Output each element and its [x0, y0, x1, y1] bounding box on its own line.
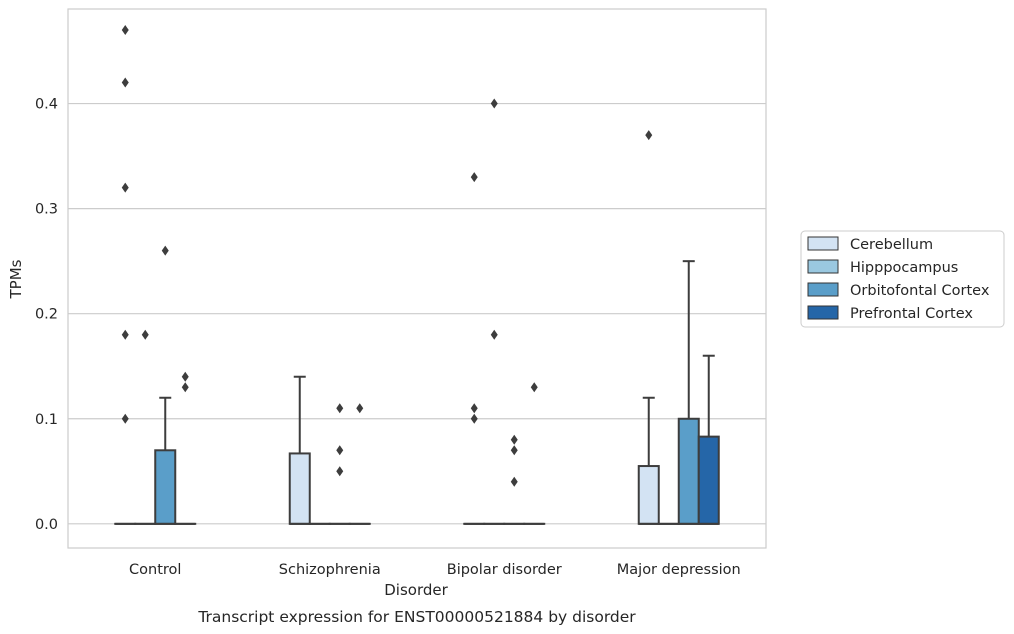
x-tick-label: Bipolar disorder: [447, 562, 562, 578]
outlier-point: [510, 476, 518, 487]
legend-label: Orbitofontal Cortex: [850, 283, 990, 299]
legend-label: Prefrontal Cortex: [850, 306, 973, 322]
box: [697, 435, 720, 525]
outlier-point: [490, 98, 498, 109]
y-tick-label: 0.3: [35, 202, 58, 218]
outlier-point: [161, 245, 169, 256]
box: [154, 449, 177, 525]
outlier-point: [510, 445, 518, 456]
outlier-point: [181, 382, 189, 393]
y-tick-label: 0.0: [35, 517, 58, 533]
x-tick-label: Control: [129, 562, 181, 578]
chart-caption: Transcript expression for ENST0000052188…: [197, 608, 636, 626]
legend-swatch: [807, 282, 839, 297]
legend-swatch: [807, 236, 839, 251]
outlier-point: [121, 77, 129, 88]
x-tick-labels: Control Schizophrenia Bipolar disorder Majo…: [129, 562, 741, 578]
outlier-point: [470, 413, 478, 424]
outlier-point: [121, 329, 129, 340]
x-axis-label: Disorder: [384, 581, 448, 599]
box: [288, 452, 311, 525]
outlier-point: [530, 382, 538, 393]
box: [677, 417, 700, 525]
legend-label: Hipppocampus: [850, 260, 958, 276]
boxes: [114, 260, 720, 525]
x-tick-label: Major depression: [617, 562, 741, 578]
outlier-point: [121, 25, 129, 36]
x-tick-label: Schizophrenia: [279, 562, 381, 578]
outlier-point: [645, 130, 653, 141]
y-tick-label: 0.4: [35, 97, 58, 113]
outlier-point: [336, 445, 344, 456]
y-axis-label: TPMs: [7, 259, 25, 299]
y-tick-label: 0.2: [35, 307, 58, 323]
y-tick-labels: 0.0 0.1 0.2 0.3 0.4: [35, 97, 58, 533]
outlier-point: [121, 413, 129, 424]
outlier-point: [336, 403, 344, 414]
outlier-point: [510, 434, 518, 445]
legend-swatch: [807, 305, 839, 320]
outlier-point: [470, 403, 478, 414]
legend-label: Cerebellum: [850, 237, 933, 253]
outlier-point: [141, 329, 149, 340]
legend-frame: [800, 230, 1005, 328]
outlier-point: [336, 466, 344, 477]
plot-area-frame: [67, 8, 767, 549]
outlier-point: [490, 329, 498, 340]
outlier-point: [356, 403, 364, 414]
legend-swatch: [807, 259, 839, 274]
outliers: [121, 25, 653, 487]
box: [637, 465, 660, 525]
outlier-point: [181, 371, 189, 382]
legend: Cerebellum Hipppocampus Orbitofontal Corte…: [800, 230, 1005, 328]
y-tick-label: 0.1: [35, 412, 58, 428]
outlier-point: [470, 172, 478, 183]
outlier-point: [121, 182, 129, 193]
